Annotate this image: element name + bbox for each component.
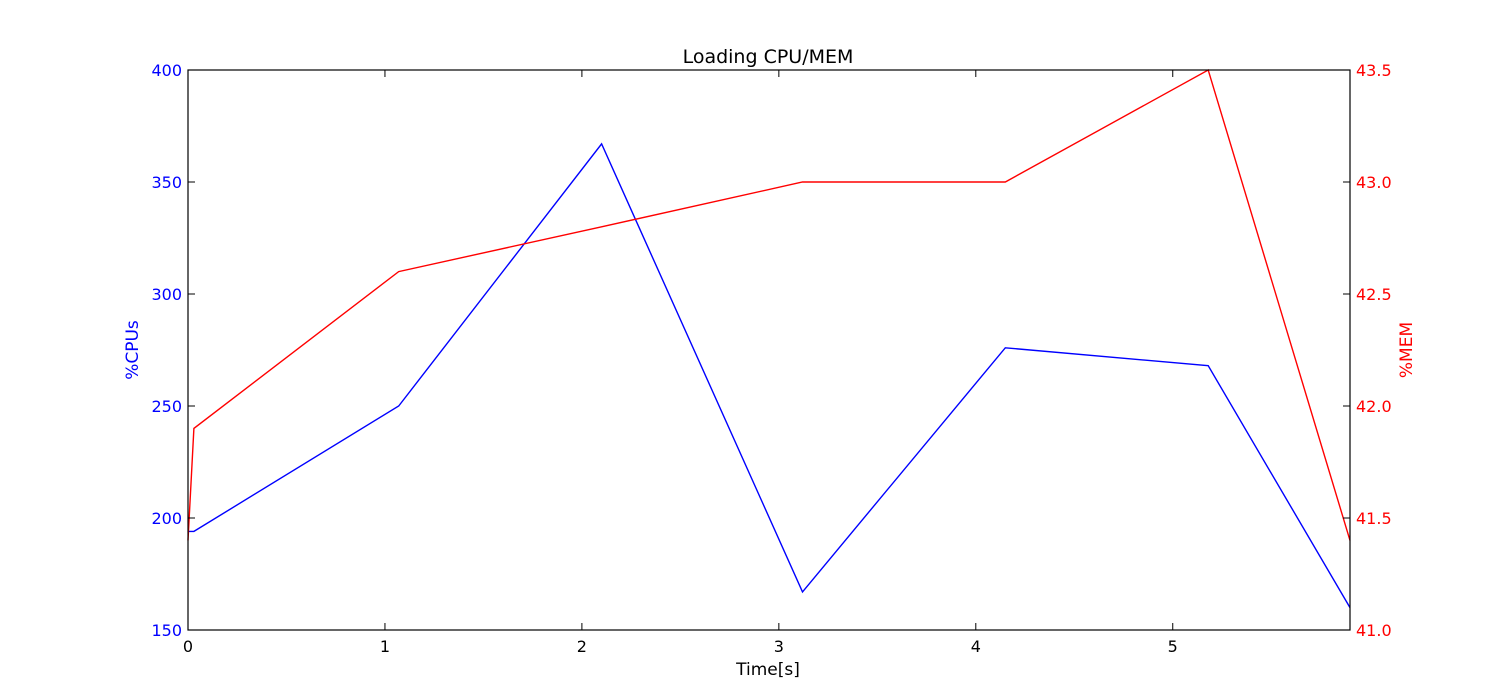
y-right-tick-label: 42.0	[1356, 397, 1392, 416]
y-left-tick-label: 300	[151, 285, 182, 304]
x-tick-label: 1	[380, 637, 390, 656]
mem-series-line	[187, 68, 1351, 541]
y-axis-left-label: %CPUs	[123, 320, 143, 380]
y-axis-right: 41.0 41.5 42.0 42.5 43.0 43.5	[1343, 61, 1392, 640]
x-tick-label: 0	[183, 637, 193, 656]
plot-frame	[187, 69, 1351, 631]
x-axis-label: Time[s]	[735, 660, 800, 680]
y-left-tick-label: 400	[151, 61, 182, 80]
y-left-tick-label: 350	[151, 173, 182, 192]
y-left-tick-label: 150	[151, 621, 182, 640]
y-right-tick-label: 43.0	[1356, 173, 1392, 192]
y-right-tick-label: 41.0	[1356, 621, 1392, 640]
chart-title: Loading CPU/MEM	[683, 46, 854, 68]
y-left-tick-label: 250	[151, 397, 182, 416]
y-right-tick-label: 43.5	[1356, 61, 1392, 80]
x-axis: 0 1 2 3 4 5	[183, 70, 1178, 656]
y-axis-right-label: %MEM	[1397, 322, 1417, 378]
y-right-tick-label: 41.5	[1356, 509, 1392, 528]
x-tick-label: 4	[971, 637, 981, 656]
y-left-tick-label: 200	[151, 509, 182, 528]
x-tick-label: 3	[774, 637, 784, 656]
plot-area	[187, 68, 1351, 608]
y-axis-left: 150 200 250 300 350 400	[151, 61, 195, 640]
cpu-series-line	[188, 142, 1351, 608]
x-tick-label: 2	[577, 637, 587, 656]
y-right-tick-label: 42.5	[1356, 285, 1392, 304]
x-tick-label: 5	[1168, 637, 1178, 656]
